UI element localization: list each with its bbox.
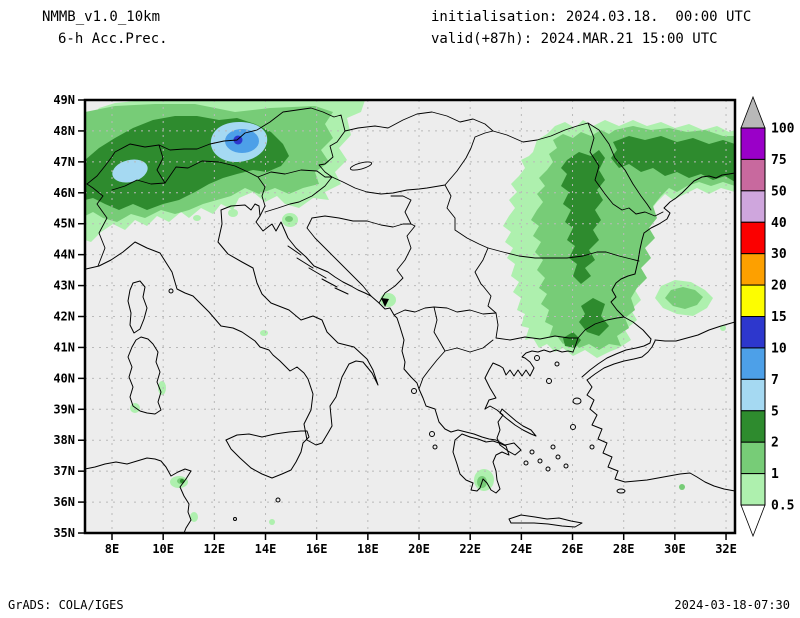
map-axes: 49N 48N 47N 46N 45N 44N 43N 42N 41N 40N 39N 38N 37N 3… (53, 93, 737, 556)
initialisation-time: initialisation: 2024.03.18. 00:00 UTC (431, 9, 752, 25)
lat-tick-label: 44N (53, 248, 75, 262)
lon-tick-label: 10E (152, 542, 174, 556)
precip-layer (85, 100, 735, 525)
lat-tick-label: 36N (53, 495, 75, 509)
lon-tick-label: 24E (511, 542, 533, 556)
creation-timestamp: 2024-03-18-07:30 (674, 598, 790, 612)
precip-east-dark-core (561, 150, 605, 284)
colorbar-segment (740, 378, 766, 412)
lon-tick-label: 26E (562, 542, 584, 556)
lon-tick-label: 22E (459, 542, 481, 556)
lat-tick-label: 40N (53, 371, 75, 385)
colorbar-segment (740, 316, 766, 349)
colorbar-label: 7 (771, 373, 779, 388)
colorbar-label: 15 (771, 310, 787, 325)
lon-tick-label: 14E (255, 542, 277, 556)
colorbar-arrow-bottom (740, 504, 766, 538)
coastlines (85, 172, 735, 533)
colorbar-arrow-top (740, 95, 766, 129)
station-marker (381, 298, 389, 307)
lat-tick-label: 41N (53, 340, 75, 354)
colorbar-label: 75 (771, 153, 787, 168)
colorbar-label: 0.5 (771, 499, 794, 514)
lat-tick-label: 39N (53, 402, 75, 416)
colorbar-label: 20 (771, 279, 787, 294)
lon-tick-label: 28E (613, 542, 635, 556)
country-borders (86, 107, 664, 390)
lat-tick-label: 48N (53, 124, 75, 138)
lon-tick-label: 20E (408, 542, 430, 556)
map-frame (83, 98, 737, 535)
precip-alps-blue2 (112, 159, 148, 183)
lat-tick-label: 46N (53, 186, 75, 200)
lat-tick-label: 43N (53, 279, 75, 293)
colorbar-label: 100 (771, 122, 795, 137)
colorbar-segment (740, 284, 766, 318)
colorbar-segment (740, 221, 766, 255)
lat-tick-label: 38N (53, 433, 75, 447)
colorbar-label: 2 (771, 436, 779, 451)
colorbar-segment (740, 347, 766, 380)
lon-tick-label: 16E (306, 542, 328, 556)
lat-tick-label: 42N (53, 310, 75, 324)
lat-tick-label: 45N (53, 217, 75, 231)
colorbar-segment (740, 441, 766, 475)
colorbar-segment (740, 158, 766, 192)
lake-balaton (349, 161, 373, 171)
lat-tick-label: 47N (53, 155, 75, 169)
lat-tick-label: 49N (53, 93, 75, 107)
colorbar-label: 10 (771, 341, 787, 356)
lon-tick-label: 32E (715, 542, 737, 556)
model-name: NMMB_v1.0_10km (42, 9, 161, 25)
colorbar-label: 40 (771, 216, 787, 231)
colorbar-segment (740, 410, 766, 443)
colorbar-segment (740, 253, 766, 286)
lat-tick-label: 37N (53, 464, 75, 478)
colorbar-segment (740, 190, 766, 223)
lon-tick-label: 12E (203, 542, 225, 556)
lat-tick-label: 35N (53, 526, 75, 540)
colorbar-label: 5 (771, 404, 779, 419)
colorbar-label: 1 (771, 467, 779, 482)
precip-east-dark-band (611, 136, 735, 182)
colorbar-label: 30 (771, 247, 787, 262)
lon-tick-label: 18E (357, 542, 379, 556)
product-name: 6-h Acc.Prec. (58, 31, 168, 47)
colorbar-label: 50 (771, 184, 787, 199)
lon-tick-label: 8E (105, 542, 119, 556)
colorbar-segment (740, 127, 766, 160)
grads-credit: GrADS: COLA/IGES (8, 598, 124, 612)
colorbar-segment (740, 473, 766, 506)
lon-tick-label: 30E (664, 542, 686, 556)
valid-time: valid(+87h): 2024.MAR.21 15:00 UTC (431, 31, 718, 47)
